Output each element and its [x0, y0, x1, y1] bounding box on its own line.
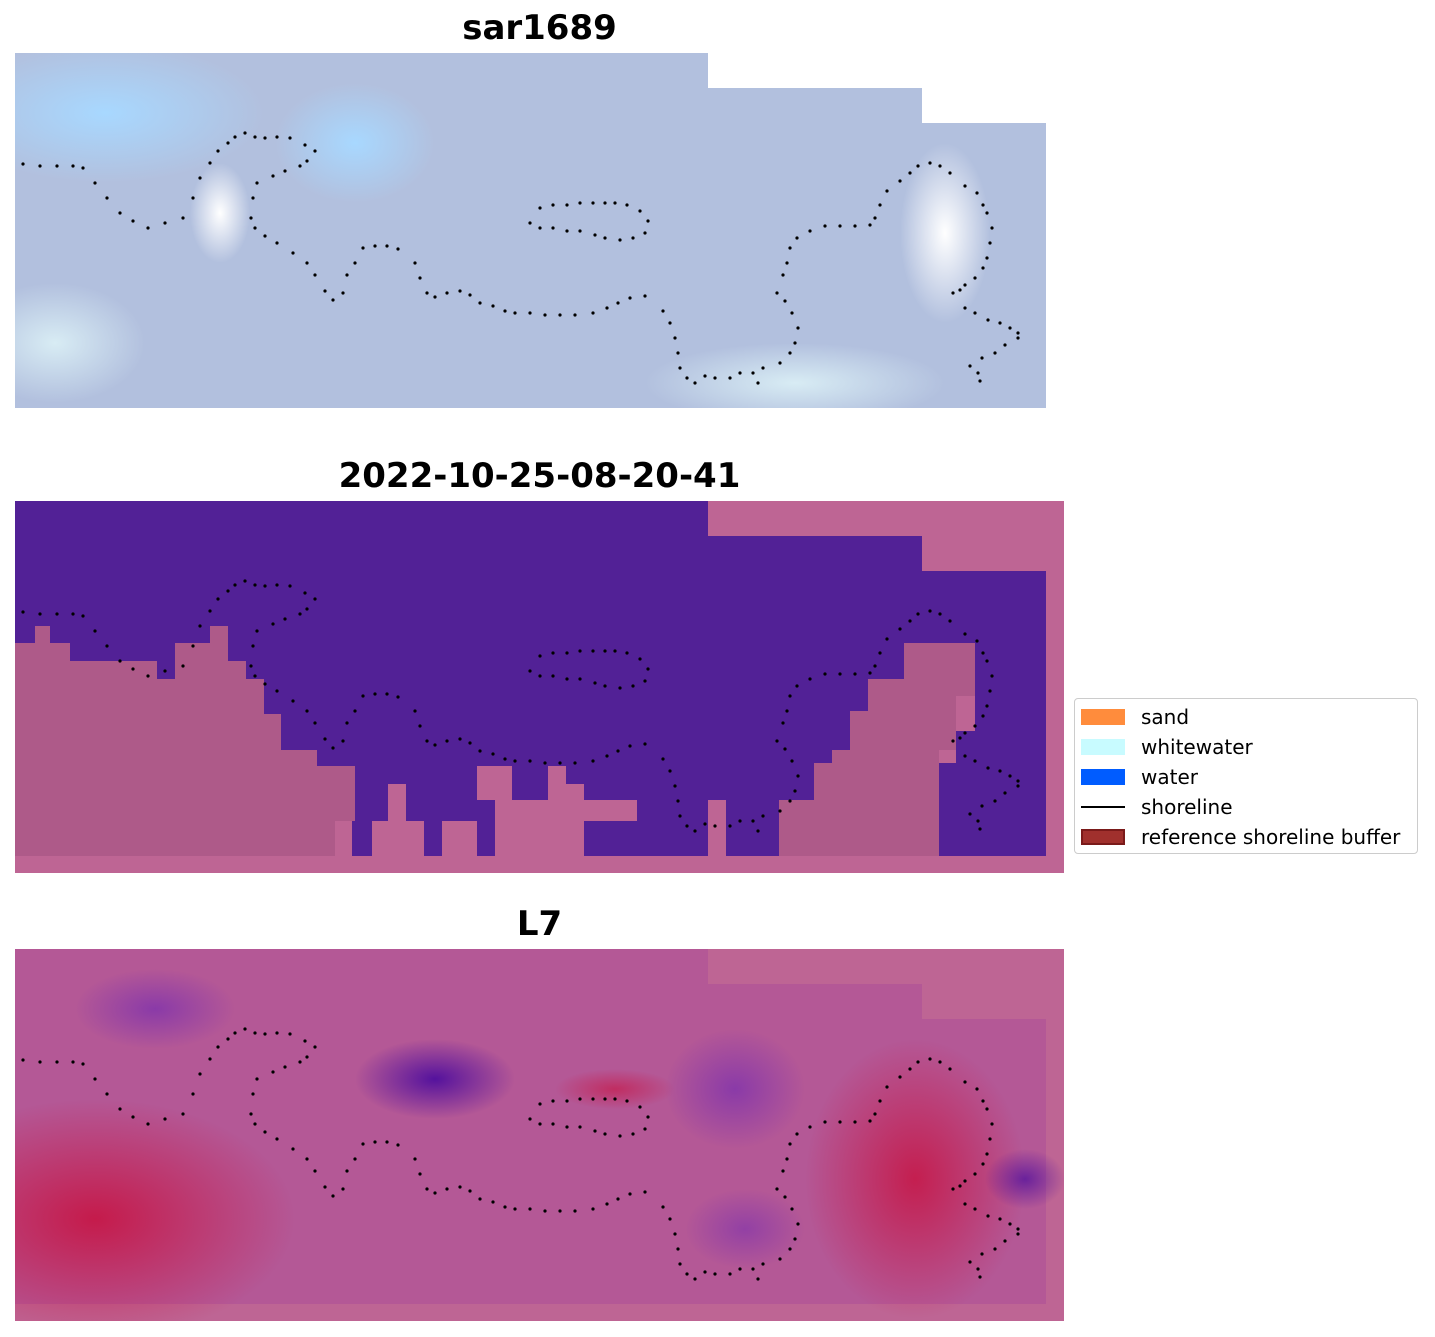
- sar-image: [15, 53, 1046, 408]
- legend-label: shoreline: [1141, 795, 1233, 819]
- sar-shoreline: [21, 131, 1020, 385]
- legend: sand whitewater water shoreline referenc…: [1074, 698, 1418, 854]
- water-swatch: [1081, 769, 1125, 785]
- classified-image-panel: [15, 501, 1064, 873]
- land-region: [15, 626, 355, 856]
- legend-item-sand: sand: [1081, 705, 1189, 729]
- legend-item-reference-buffer: reference shoreline buffer: [1081, 825, 1400, 849]
- legend-label: sand: [1141, 705, 1190, 729]
- shoreline-swatch: [1081, 806, 1125, 808]
- classified-shoreline: [21, 579, 1020, 833]
- reference-buffer-swatch: [1081, 829, 1125, 845]
- l7-shoreline: [21, 1027, 1020, 1281]
- sand-swatch: [1081, 709, 1125, 725]
- panel-title-sar: sar1689: [462, 8, 617, 48]
- legend-item-water: water: [1081, 765, 1198, 789]
- legend-label: whitewater: [1141, 735, 1253, 759]
- panel-title-classified: 2022-10-25-08-20-41: [338, 456, 741, 496]
- whitewater-swatch: [1081, 739, 1125, 755]
- legend-item-whitewater: whitewater: [1081, 735, 1253, 759]
- sar-background: [15, 53, 1046, 408]
- l7-image-panel: [15, 949, 1064, 1321]
- panel-title-l7: L7: [516, 904, 563, 944]
- water-region: [15, 501, 1046, 856]
- l7-image: [15, 949, 1064, 1321]
- classified-image: [15, 501, 1064, 873]
- legend-item-shoreline: shoreline: [1081, 795, 1233, 819]
- legend-label: reference shoreline buffer: [1141, 825, 1401, 849]
- sar-image-panel: [15, 53, 1064, 408]
- legend-label: water: [1141, 765, 1198, 789]
